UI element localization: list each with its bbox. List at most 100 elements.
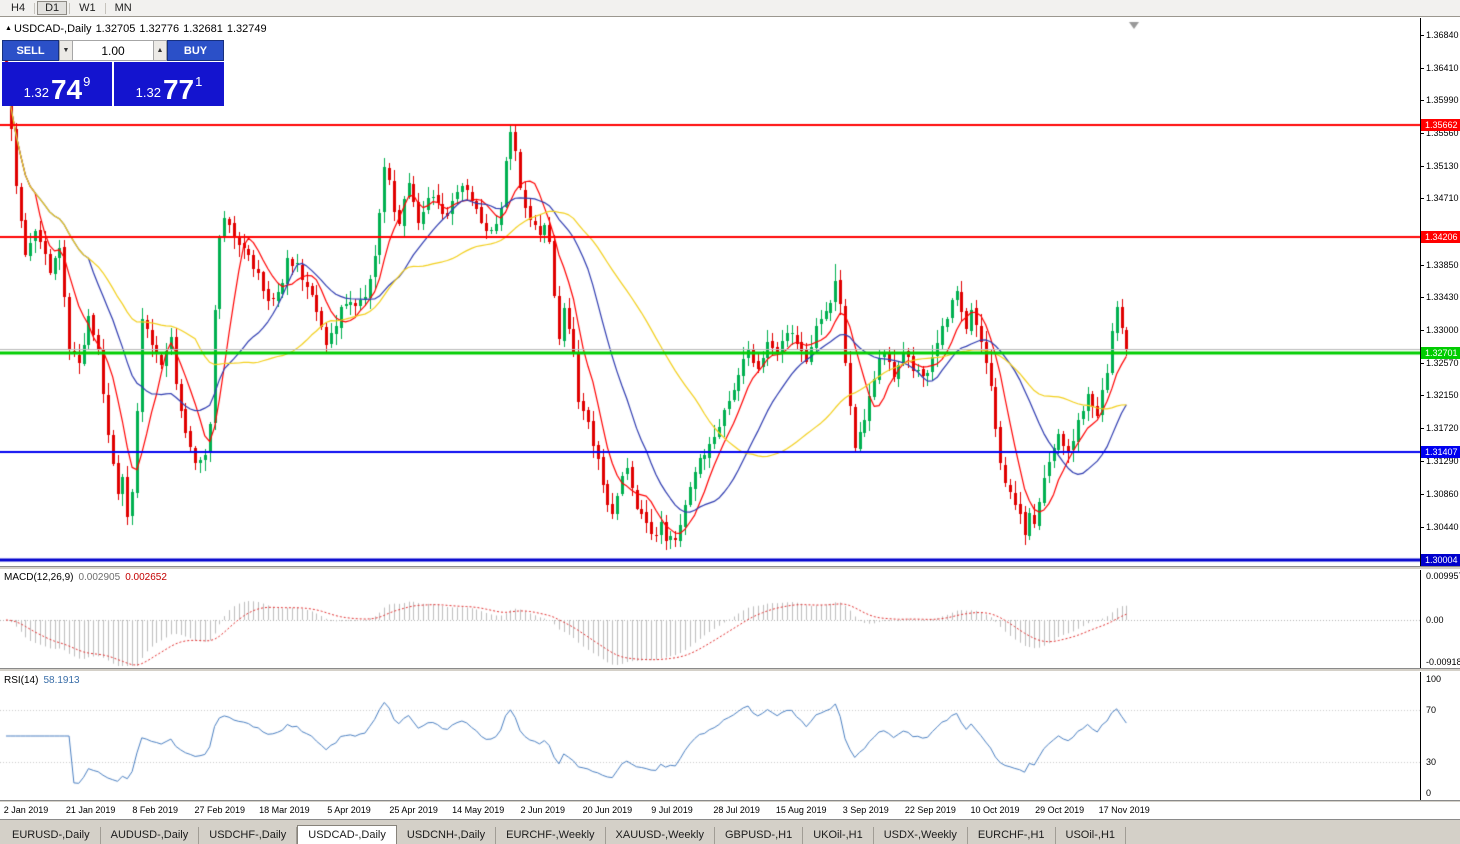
toolbar-separator: [69, 2, 71, 14]
time-axis-label: 9 Jul 2019: [651, 805, 693, 815]
chart-tab-usdcnh[interactable]: USDCNH-,Daily: [396, 827, 497, 844]
chart-ohlc-header: ▲ USDCAD-,Daily 1.32705 1.32776 1.32681 1.327…: [5, 23, 271, 35]
rsi-name: RSI(14): [4, 675, 39, 686]
price-tick-label: 1.33000: [1421, 324, 1459, 335]
time-axis-label: 8 Feb 2019: [132, 805, 178, 815]
price-tick-label: 1.34710: [1421, 193, 1459, 204]
price-tick-label: 1.35990: [1421, 94, 1459, 105]
sell-price-pips: 74: [50, 74, 83, 105]
price-tick-label: 1.36840: [1421, 29, 1459, 40]
price-line-badge: 1.31407: [1421, 446, 1460, 459]
price-tick-label: 1.31290: [1421, 456, 1459, 467]
time-axis[interactable]: 2 Jan 2019 21 Jan 2019 8 Feb 2019 27 Feb 20…: [0, 802, 1420, 819]
price-tick-label: 1.32570: [1421, 357, 1459, 368]
chart-tab-gbpusd[interactable]: GBPUSD-,H1: [714, 827, 804, 844]
time-axis-label: 10 Oct 2019: [970, 805, 1020, 815]
volume-decrease-button[interactable]: ▼: [59, 40, 73, 61]
time-axis-label: 28 Jul 2019: [713, 805, 760, 815]
time-axis-label: 25 Apr 2019: [389, 805, 438, 815]
rsi-scale-label: 0: [1426, 788, 1432, 798]
price-tick-label: 1.30440: [1421, 521, 1459, 532]
ohlc-low: 1.32681: [183, 23, 223, 35]
volume-increase-button[interactable]: ▲: [153, 40, 167, 61]
chart-tab-audusd[interactable]: AUDUSD-,Daily: [100, 827, 200, 844]
sell-price-point: 9: [83, 74, 91, 89]
price-tick-label: 1.32150: [1421, 390, 1459, 401]
panel-separator[interactable]: [0, 566, 1460, 570]
sell-price-box[interactable]: 1.32 74 9: [2, 62, 112, 106]
ohlc-open: 1.32705: [95, 23, 136, 35]
rsi-scale-label: 30: [1426, 757, 1437, 767]
price-tick-label: 1.33430: [1421, 291, 1459, 302]
timeframe-w1-button[interactable]: W1: [79, 2, 96, 14]
time-axis-label: 5 Apr 2019: [327, 805, 371, 815]
panel-separator: [0, 800, 1460, 802]
chart-tab-ukoil[interactable]: UKOil-,H1: [803, 827, 874, 844]
price-tick-label: 1.35560: [1421, 127, 1459, 138]
panel-separator[interactable]: [0, 668, 1460, 672]
chart-tab-eurchf[interactable]: EURCHF-,Weekly: [496, 827, 606, 844]
ohlc-close: 1.32749: [226, 23, 267, 35]
toolbar-separator: [34, 2, 36, 14]
price-tick-label: 1.36410: [1421, 62, 1459, 73]
chart-tab-usdchf[interactable]: USDCHF-,Daily: [199, 827, 298, 844]
macd-value: 0.002905: [78, 572, 121, 583]
time-axis-label: 27 Feb 2019: [194, 805, 246, 815]
chart-tab-eurchf[interactable]: EURCHF-,H1: [967, 827, 1056, 844]
volume-input[interactable]: [73, 40, 153, 61]
price-chart-canvas[interactable]: [0, 18, 1420, 566]
macd-scale[interactable]: 0.009957 0.00 -0.009186: [1420, 570, 1460, 668]
toolbar-separator: [104, 2, 106, 14]
rsi-scale-label: 70: [1426, 705, 1437, 715]
time-axis-label: 2 Jan 2019: [3, 805, 49, 815]
price-tick-label: 1.30860: [1421, 489, 1459, 500]
sell-price-base: 1.32: [23, 85, 49, 100]
time-axis-label: 22 Sep 2019: [904, 805, 956, 815]
time-axis-label: 3 Sep 2019: [842, 805, 889, 815]
macd-scale-label: 0.00: [1426, 615, 1444, 625]
chart-tab-usdx[interactable]: USDX-,Weekly: [873, 827, 968, 844]
timeframe-toolbar: H4 D1 W1 MN: [0, 0, 1460, 17]
chart-tab-usdcad[interactable]: USDCAD-,Daily: [297, 825, 397, 844]
time-axis-label: 14 May 2019: [452, 805, 505, 815]
price-line-badge: 1.32701: [1421, 346, 1460, 359]
timeframe-mn-button[interactable]: MN: [114, 2, 132, 14]
buy-price-pips: 77: [162, 74, 195, 105]
rsi-value: 58.1913: [43, 675, 80, 686]
price-scale[interactable]: 1.36840 1.36410 1.35990 1.35560 1.35130 1.347…: [1420, 18, 1460, 567]
price-line-badge: 1.34206: [1421, 231, 1460, 244]
macd-header: MACD(12,26,9) 0.002905 0.002652: [4, 572, 172, 583]
timeframe-h4-button[interactable]: H4: [11, 2, 26, 14]
time-axis-label: 29 Oct 2019: [1035, 805, 1085, 815]
spinner-down-icon: ▼: [62, 47, 70, 54]
macd-signal-value: 0.002652: [125, 572, 167, 583]
macd-scale-label: 0.009957: [1426, 571, 1460, 581]
chart-symbol-period: USDCAD-,Daily: [13, 23, 92, 35]
chart-tab-bar: EURUSD-,Daily AUDUSD-,Daily USDCHF-,Daily U…: [0, 825, 1460, 844]
price-line-badge: 1.35662: [1421, 119, 1460, 132]
rsi-scale-label: 100: [1426, 674, 1442, 684]
chart-tab-usoil[interactable]: USOil-,H1: [1055, 827, 1127, 844]
time-axis-label: 18 Mar 2019: [259, 805, 310, 815]
time-axis-label: 17 Nov 2019: [1098, 805, 1150, 815]
buy-price-base: 1.32: [135, 85, 161, 100]
buy-price-point: 1: [195, 74, 203, 89]
price-tick-label: 1.35130: [1421, 161, 1459, 172]
ohlc-high: 1.32776: [139, 23, 180, 35]
macd-chart-canvas[interactable]: [0, 570, 1420, 668]
chart-marker-icon: ▲: [5, 25, 12, 32]
price-tick-label: 1.33850: [1421, 259, 1459, 270]
buy-button[interactable]: BUY: [167, 40, 224, 61]
sell-button[interactable]: SELL: [2, 40, 59, 61]
buy-price-box[interactable]: 1.32 77 1: [114, 62, 224, 106]
timeframe-d1-button[interactable]: D1: [37, 1, 68, 15]
rsi-chart-canvas[interactable]: [0, 672, 1420, 800]
rsi-scale[interactable]: 100 70 30 0: [1420, 672, 1460, 800]
time-axis-label: 2 Jun 2019: [520, 805, 566, 815]
window-status-strip: [0, 819, 1460, 826]
chart-tab-xauusd[interactable]: XAUUSD-,Weekly: [605, 827, 715, 844]
chart-tab-eurusd[interactable]: EURUSD-,Daily: [2, 827, 101, 844]
macd-scale-label: -0.009186: [1426, 657, 1460, 667]
price-line-badge: 1.30004: [1421, 554, 1460, 567]
